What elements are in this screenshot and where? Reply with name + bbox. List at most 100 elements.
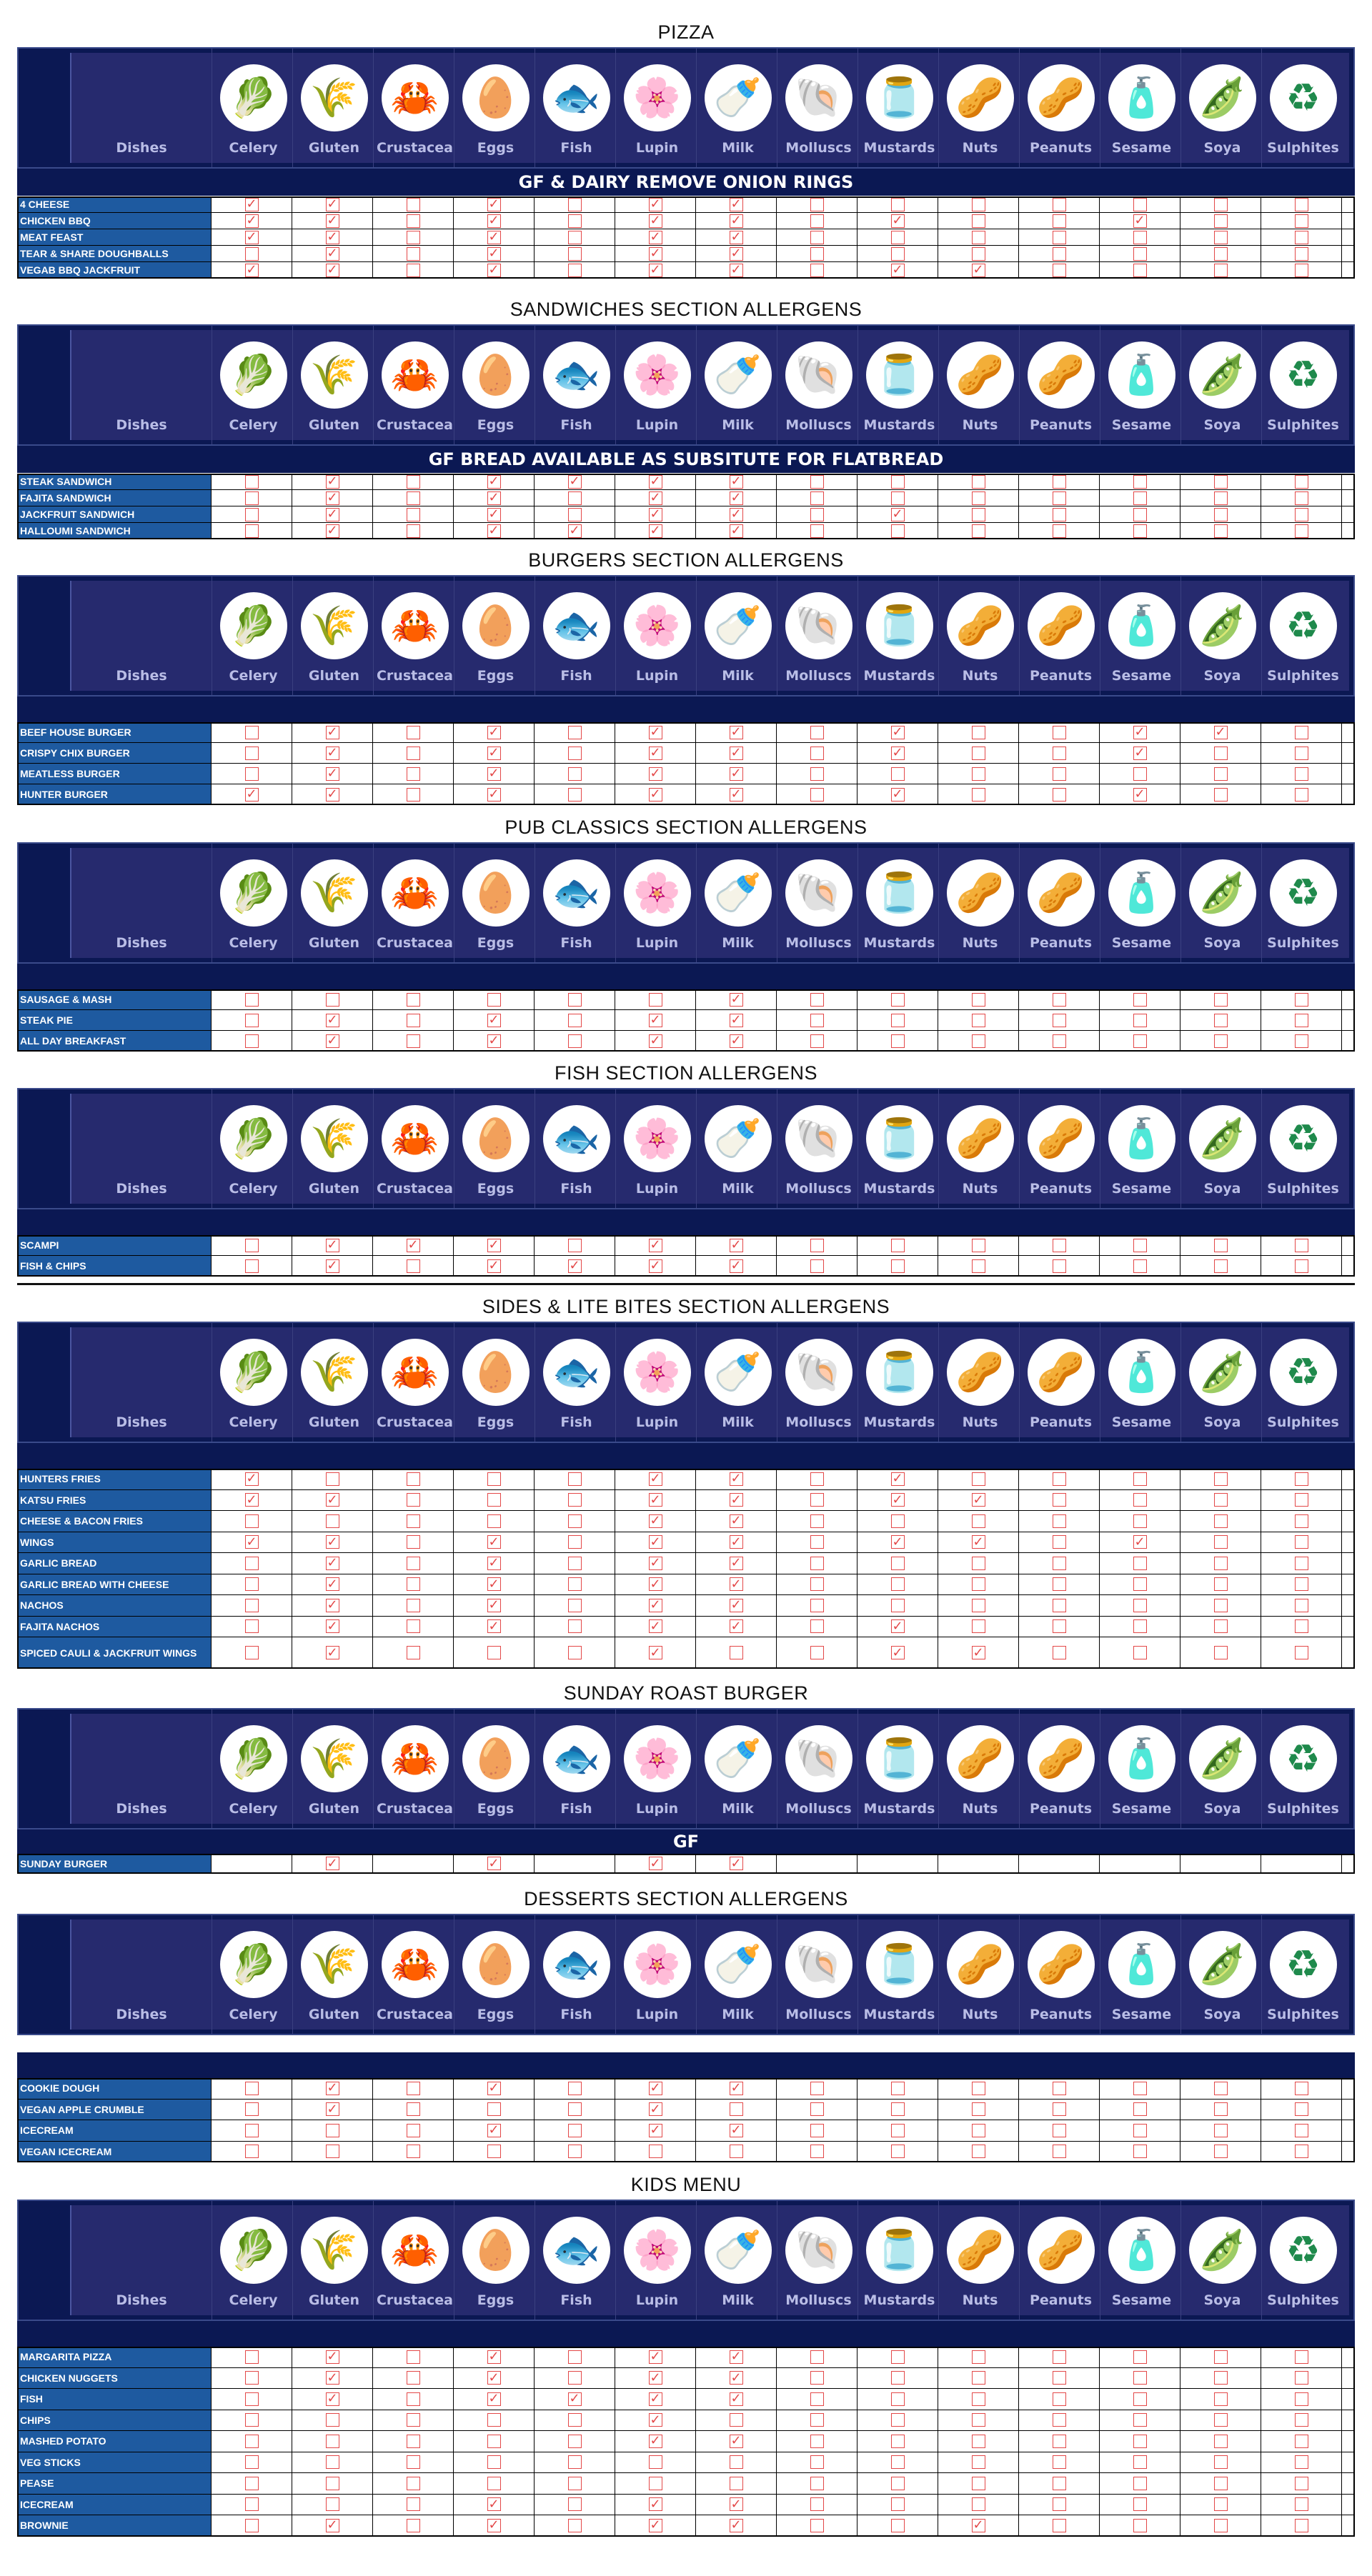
empty-checkbox[interactable]	[810, 767, 824, 781]
empty-checkbox[interactable]	[1294, 507, 1308, 521]
empty-checkbox[interactable]	[567, 1493, 582, 1507]
checked-checkbox[interactable]: ✓	[890, 745, 905, 760]
empty-checkbox[interactable]	[1294, 2350, 1308, 2364]
checked-checkbox[interactable]: ✓	[648, 745, 662, 760]
empty-checkbox[interactable]	[810, 1493, 824, 1507]
empty-checkbox[interactable]	[1294, 1577, 1308, 1592]
checked-checkbox[interactable]: ✓	[648, 724, 662, 739]
checked-checkbox[interactable]: ✓	[406, 1237, 420, 1252]
empty-checkbox[interactable]	[406, 1598, 420, 1612]
empty-checkbox[interactable]	[244, 2476, 259, 2490]
empty-checkbox[interactable]	[810, 2497, 824, 2512]
checked-checkbox[interactable]: ✓	[325, 229, 339, 244]
empty-checkbox[interactable]	[1052, 746, 1066, 760]
empty-checkbox[interactable]	[244, 2392, 259, 2406]
empty-checkbox[interactable]	[1052, 2392, 1066, 2406]
empty-checkbox[interactable]	[406, 1013, 420, 1027]
empty-checkbox[interactable]	[1294, 2476, 1308, 2490]
empty-checkbox[interactable]	[567, 246, 582, 261]
checked-checkbox[interactable]: ✓	[729, 745, 743, 760]
checked-checkbox[interactable]: ✓	[325, 1576, 339, 1592]
empty-checkbox[interactable]	[1133, 2455, 1147, 2470]
empty-checkbox[interactable]	[810, 1238, 824, 1252]
checked-checkbox[interactable]: ✓	[729, 2496, 743, 2512]
checked-checkbox[interactable]: ✓	[729, 2391, 743, 2407]
empty-checkbox[interactable]	[810, 1598, 824, 1612]
empty-checkbox[interactable]	[1052, 474, 1066, 489]
empty-checkbox[interactable]	[244, 491, 259, 505]
checked-checkbox[interactable]: ✓	[729, 246, 743, 261]
empty-checkbox[interactable]	[567, 767, 582, 781]
empty-checkbox[interactable]	[1294, 1259, 1308, 1273]
empty-checkbox[interactable]	[1294, 746, 1308, 760]
empty-checkbox[interactable]	[1052, 1238, 1066, 1252]
checked-checkbox[interactable]: ✓	[648, 1471, 662, 1487]
empty-checkbox[interactable]	[567, 2518, 582, 2532]
empty-checkbox[interactable]	[406, 767, 420, 781]
empty-checkbox[interactable]	[1133, 1259, 1147, 1273]
empty-checkbox[interactable]	[890, 2123, 905, 2137]
empty-checkbox[interactable]	[1052, 1556, 1066, 1570]
checked-checkbox[interactable]: ✓	[890, 213, 905, 228]
empty-checkbox[interactable]	[1213, 2497, 1228, 2512]
empty-checkbox[interactable]	[1133, 1034, 1147, 1048]
checked-checkbox[interactable]: ✓	[325, 2349, 339, 2365]
checked-checkbox[interactable]: ✓	[648, 2391, 662, 2407]
checked-checkbox[interactable]: ✓	[487, 1855, 501, 1871]
checked-checkbox[interactable]: ✓	[567, 1258, 582, 1273]
empty-checkbox[interactable]	[406, 507, 420, 521]
empty-checkbox[interactable]	[1133, 992, 1147, 1007]
empty-checkbox[interactable]	[406, 474, 420, 489]
checked-checkbox[interactable]: ✓	[487, 196, 501, 211]
checked-checkbox[interactable]: ✓	[971, 1534, 985, 1549]
empty-checkbox[interactable]	[1294, 1646, 1308, 1659]
empty-checkbox[interactable]	[406, 746, 420, 760]
empty-checkbox[interactable]	[1133, 2145, 1147, 2159]
empty-checkbox[interactable]	[1294, 2518, 1308, 2532]
empty-checkbox[interactable]	[890, 2392, 905, 2406]
checked-checkbox[interactable]: ✓	[971, 2517, 985, 2533]
checked-checkbox[interactable]: ✓	[729, 1855, 743, 1871]
empty-checkbox[interactable]	[1052, 2350, 1066, 2364]
checked-checkbox[interactable]: ✓	[648, 2101, 662, 2117]
empty-checkbox[interactable]	[487, 992, 501, 1007]
empty-checkbox[interactable]	[1294, 1514, 1308, 1528]
empty-checkbox[interactable]	[890, 2434, 905, 2448]
empty-checkbox[interactable]	[971, 1013, 985, 1027]
empty-checkbox[interactable]	[1213, 2081, 1228, 2095]
empty-checkbox[interactable]	[971, 992, 985, 1007]
checked-checkbox[interactable]: ✓	[325, 1237, 339, 1252]
checked-checkbox[interactable]: ✓	[729, 724, 743, 739]
empty-checkbox[interactable]	[1213, 197, 1228, 211]
empty-checkbox[interactable]	[810, 2102, 824, 2117]
empty-checkbox[interactable]	[1133, 1619, 1147, 1634]
empty-checkbox[interactable]	[244, 507, 259, 521]
checked-checkbox[interactable]: ✓	[487, 246, 501, 261]
empty-checkbox[interactable]	[244, 1514, 259, 1528]
empty-checkbox[interactable]	[971, 1619, 985, 1634]
empty-checkbox[interactable]	[810, 507, 824, 521]
checked-checkbox[interactable]: ✓	[325, 745, 339, 760]
empty-checkbox[interactable]	[971, 2455, 985, 2470]
empty-checkbox[interactable]	[325, 2455, 339, 2470]
empty-checkbox[interactable]	[244, 1556, 259, 1570]
empty-checkbox[interactable]	[729, 2455, 743, 2470]
checked-checkbox[interactable]: ✓	[890, 506, 905, 521]
empty-checkbox[interactable]	[810, 787, 824, 802]
empty-checkbox[interactable]	[406, 992, 420, 1007]
checked-checkbox[interactable]: ✓	[729, 196, 743, 211]
empty-checkbox[interactable]	[1213, 1514, 1228, 1528]
empty-checkbox[interactable]	[406, 1556, 420, 1570]
empty-checkbox[interactable]	[567, 787, 582, 802]
empty-checkbox[interactable]	[1294, 2102, 1308, 2117]
checked-checkbox[interactable]: ✓	[487, 2391, 501, 2407]
empty-checkbox[interactable]	[1133, 2081, 1147, 2095]
empty-checkbox[interactable]	[971, 2497, 985, 2512]
checked-checkbox[interactable]: ✓	[1133, 1534, 1147, 1549]
empty-checkbox[interactable]	[1213, 507, 1228, 521]
checked-checkbox[interactable]: ✓	[244, 1471, 259, 1487]
checked-checkbox[interactable]: ✓	[325, 724, 339, 739]
empty-checkbox[interactable]	[810, 1619, 824, 1634]
checked-checkbox[interactable]: ✓	[729, 1012, 743, 1027]
empty-checkbox[interactable]	[406, 2413, 420, 2427]
